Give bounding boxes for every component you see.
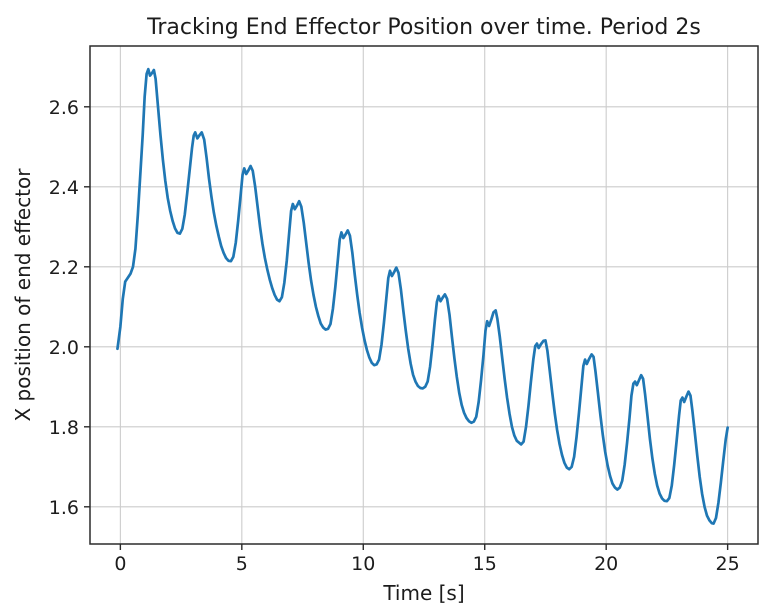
- chart-title: Tracking End Effector Position over time…: [146, 15, 701, 40]
- y-tick-label: 1.6: [49, 497, 79, 519]
- x-axis-label: Time [s]: [382, 581, 464, 605]
- x-tick-labels: 0 5 10 15 20 25: [114, 553, 739, 575]
- y-tick-label: 2.0: [49, 337, 79, 359]
- x-tick-label: 5: [236, 553, 248, 575]
- y-tick-label: 2.4: [49, 177, 79, 199]
- x-tick-label: 25: [716, 553, 740, 575]
- data-line: [116, 67, 729, 525]
- y-tick-labels: 1.6 1.8 2.0 2.2 2.4 2.6: [49, 97, 79, 519]
- y-tick-label: 2.6: [49, 97, 79, 119]
- x-tick-label: 0: [114, 553, 126, 575]
- y-axis-label: X position of end effector: [11, 168, 35, 422]
- y-tick-label: 1.8: [49, 417, 79, 439]
- data-series: [116, 67, 729, 525]
- x-tick-label: 15: [473, 553, 497, 575]
- plot-border: [89, 45, 759, 545]
- tick-marks: [84, 106, 729, 550]
- x-tick-label: 20: [594, 553, 618, 575]
- y-tick-label: 2.2: [49, 257, 79, 279]
- gridlines: [90, 46, 758, 544]
- x-tick-label: 10: [351, 553, 375, 575]
